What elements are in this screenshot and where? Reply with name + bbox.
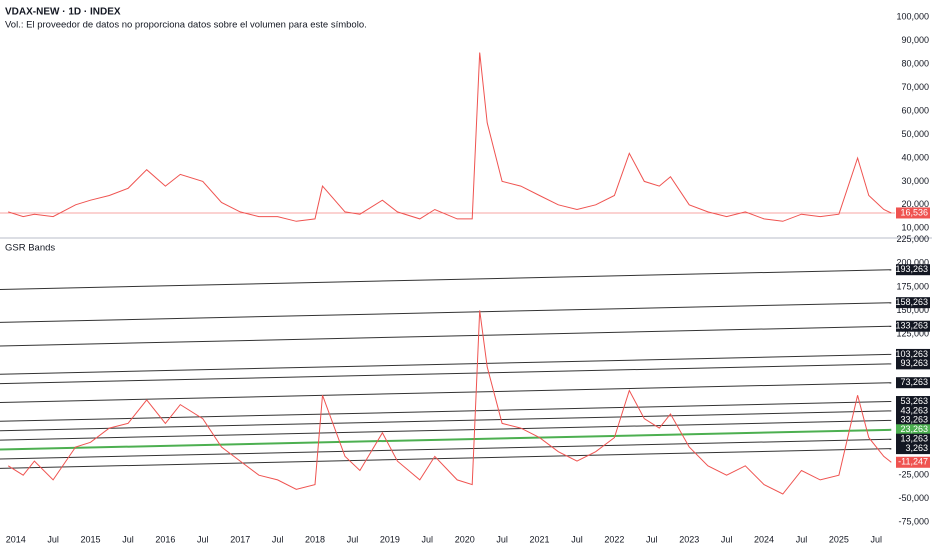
series-line: [0, 448, 892, 469]
x-tick-label: 2019: [380, 534, 400, 544]
x-tick-label: 2024: [754, 534, 774, 544]
value-label-box: [896, 405, 930, 417]
x-tick-label: 2023: [679, 534, 699, 544]
x-tick-label: Jul: [347, 534, 359, 544]
value-label: 193,263: [895, 264, 928, 274]
value-label: 13,263: [900, 434, 928, 444]
value-label-box: [896, 433, 930, 445]
y-tick-label: 80,000: [901, 59, 929, 69]
y-tick-label: 125,000: [896, 328, 929, 338]
value-label-box: [896, 320, 930, 332]
y-tick-label: 50,000: [901, 129, 929, 139]
value-label-box: [896, 348, 930, 360]
value-label: 53,263: [900, 396, 928, 406]
value-label: 93,263: [900, 358, 928, 368]
value-label-box: [896, 264, 930, 276]
value-label: 33,263: [900, 415, 928, 425]
value-label-box: [896, 424, 930, 436]
x-tick-label: Jul: [796, 534, 808, 544]
y-tick-label: 10,000: [901, 223, 929, 233]
series-line: [0, 401, 892, 422]
value-label-box: [896, 297, 930, 309]
series-line: [0, 382, 892, 403]
value-label-box: [896, 456, 930, 468]
value-label-box: [896, 443, 930, 455]
chart-title: VDAX-NEW · 1D · INDEX: [5, 7, 121, 18]
x-tick-label: Jul: [646, 534, 658, 544]
series-line: [0, 325, 892, 347]
series-line: [7, 310, 892, 495]
chart-subtitle: Vol.: El proveedor de datos no proporcio…: [5, 20, 367, 31]
y-tick-label: -25,000: [898, 470, 929, 480]
x-tick-label: Jul: [422, 534, 434, 544]
y-tick-label: 100,000: [896, 12, 929, 22]
y-tick-label: -50,000: [898, 493, 929, 503]
y-tick-label: 225,000: [896, 234, 929, 244]
x-tick-label: Jul: [721, 534, 733, 544]
y-tick-label: 90,000: [901, 35, 929, 45]
y-tick-label: -75,000: [898, 517, 929, 527]
value-label: 73,263: [900, 377, 928, 387]
value-label: 133,263: [895, 321, 928, 331]
series-line: [0, 302, 892, 323]
series-line: [8, 52, 892, 222]
series-line: [0, 438, 892, 460]
series-line: [0, 353, 892, 375]
x-tick-label: Jul: [122, 534, 134, 544]
x-tick-label: Jul: [496, 534, 508, 544]
value-label-box: [896, 207, 930, 219]
series-line: [0, 419, 892, 441]
series-line: [0, 428, 892, 451]
x-tick-label: Jul: [272, 534, 284, 544]
pane-title: GSR Bands: [5, 243, 55, 254]
value-label-box: [896, 377, 930, 389]
x-tick-label: 2014: [6, 534, 26, 544]
y-tick-label: 150,000: [896, 305, 929, 315]
series-line: [0, 410, 892, 432]
value-label: -11,247: [898, 457, 928, 467]
x-tick-label: 2016: [155, 534, 175, 544]
y-tick-label: 200,000: [896, 258, 929, 268]
y-tick-label: 40,000: [901, 152, 929, 162]
x-tick-label: 2015: [81, 534, 101, 544]
x-tick-label: 2025: [829, 534, 849, 544]
series-line: [0, 269, 892, 290]
value-label-box: [896, 396, 930, 408]
y-tick-label: 70,000: [901, 82, 929, 92]
x-tick-label: 2022: [604, 534, 624, 544]
x-tick-label: 2021: [530, 534, 550, 544]
value-label: 158,263: [895, 297, 928, 307]
y-tick-label: 30,000: [901, 176, 929, 186]
y-tick-label: 175,000: [896, 281, 929, 291]
value-label: 23,263: [900, 424, 928, 434]
x-tick-label: 2020: [455, 534, 475, 544]
y-tick-label: 60,000: [901, 105, 929, 115]
series-line: [0, 363, 892, 385]
x-tick-label: Jul: [47, 534, 59, 544]
value-label: 16,536: [900, 207, 928, 217]
y-tick-label: 20,000: [901, 199, 929, 209]
x-tick-label: Jul: [571, 534, 583, 544]
value-label-box: [896, 414, 930, 426]
x-tick-label: 2017: [230, 534, 250, 544]
value-label: 43,263: [900, 405, 928, 415]
value-label: 3,263: [905, 443, 928, 453]
value-label-box: [896, 358, 930, 370]
value-label: 103,263: [895, 349, 928, 359]
x-tick-label: Jul: [871, 534, 883, 544]
x-tick-label: 2018: [305, 534, 325, 544]
x-tick-label: Jul: [197, 534, 209, 544]
